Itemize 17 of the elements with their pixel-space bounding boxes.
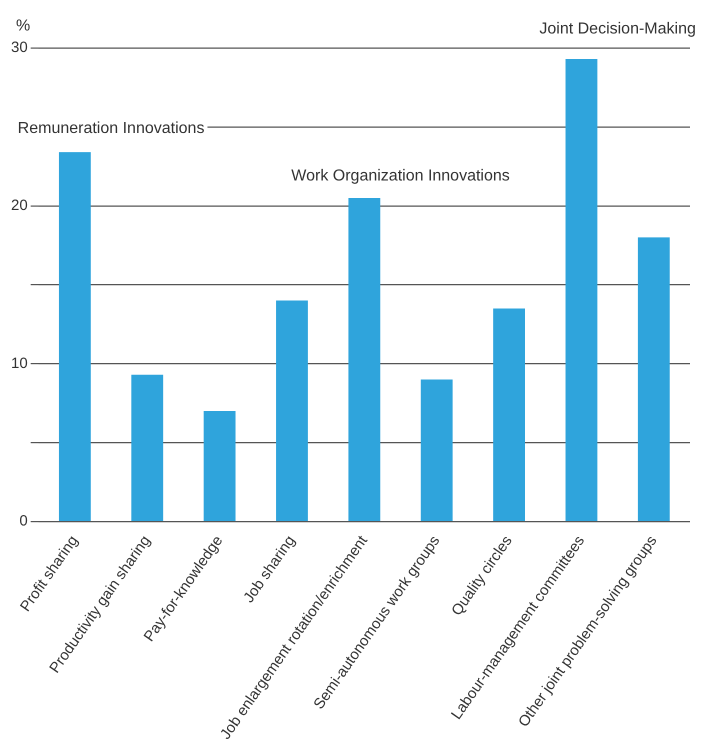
- bar: [493, 308, 525, 521]
- text: Joint Decision-Making: [539, 20, 696, 38]
- y-tick-label: 20: [10, 196, 28, 214]
- annotation: Remuneration Innovations: [18, 120, 204, 137]
- bar: [566, 59, 598, 521]
- bar: [420, 379, 453, 521]
- bar: [276, 300, 308, 521]
- y-tick-label: 10: [10, 354, 28, 372]
- bar: [638, 237, 670, 521]
- bar: [204, 411, 236, 521]
- y-axis-title: %: [16, 17, 30, 34]
- bar: [58, 152, 91, 521]
- y-tick-label: 30: [10, 39, 28, 56]
- y-tick-label: 0: [19, 512, 28, 530]
- bar: [348, 198, 380, 521]
- annotation: Work Organization Innovations: [291, 167, 510, 184]
- bar: [131, 374, 164, 521]
